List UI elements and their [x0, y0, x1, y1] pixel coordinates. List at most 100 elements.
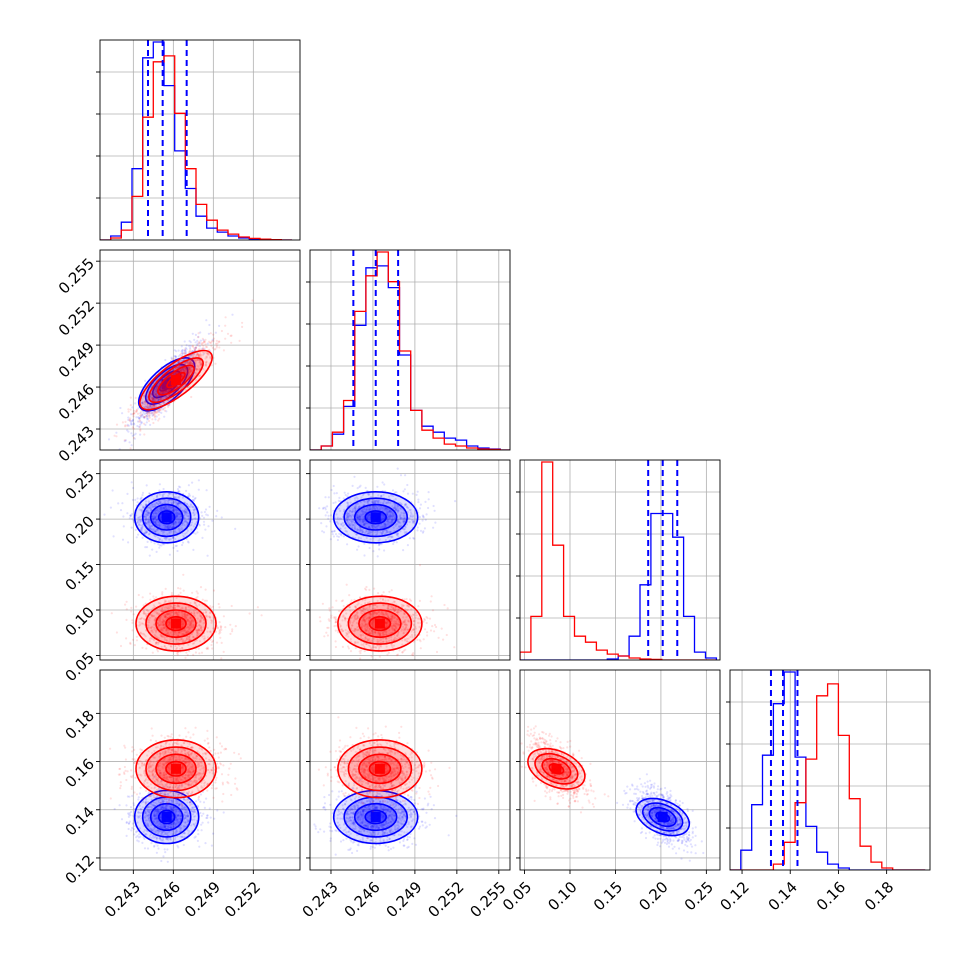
scatter-p0-p2-pt-1-233 — [145, 647, 148, 650]
scatter-p0-p1-pt-1-118 — [153, 404, 156, 407]
scatter-p0-p1-pt-1-247 — [147, 404, 150, 407]
scatter-p0-p2-pt-0-764 — [162, 487, 165, 491]
scatter-p0-p1-pt-1-162 — [184, 369, 187, 372]
scatter-p0-p1-pt-1-201 — [161, 391, 164, 394]
scatter-p0-p1-pt-1-45 — [152, 409, 155, 412]
scatter-p0-p1-pt-1-445 — [165, 395, 168, 398]
scatter-p0-p1-pt-1-28 — [192, 363, 195, 366]
scatter-p0-p1-pt-0-85 — [211, 338, 214, 341]
scatter-p0-p1-pt-1-223 — [121, 421, 124, 424]
scatter-p1-p2-pt-0-690 — [427, 498, 430, 501]
scatter-p0-p1-pt-1-735 — [156, 410, 159, 413]
scatter-p0-p1-pt-1-144 — [163, 387, 166, 390]
scatter-p0-p1-pt-0-718 — [189, 366, 192, 369]
scatter-p0-p2-pt-1-538 — [205, 599, 208, 602]
scatter-p1-p2-pt-1-139 — [363, 650, 366, 653]
scatter-p0-p1-pt-1-38 — [200, 343, 203, 346]
scatter-p1-p2-pt-1-232 — [453, 646, 456, 649]
scatter-p0-p1-pt-1-169 — [197, 353, 200, 356]
scatter-p0-p1-pt-0-39 — [164, 390, 168, 393]
scatter-p0-p1-pt-0-191 — [167, 389, 170, 392]
scatter-p0-p1-pt-1-52 — [210, 344, 213, 347]
scatter-p0-p1-pt-1-527 — [196, 358, 199, 361]
scatter-p0-p2-pt-0-683 — [150, 540, 153, 544]
scatter-p0-p1-pt-1-134 — [196, 353, 199, 356]
scatter-p1-p2-pt-0-513 — [372, 550, 375, 553]
scatter-p0-p1-pt-1-876 — [138, 425, 142, 428]
scatter-p0-p1-pt-1-469 — [189, 369, 192, 372]
scatter-p0-p1-pt-1-692 — [198, 355, 201, 358]
scatter-p0-p1-pt-1-647 — [146, 403, 149, 406]
scatter-p1-p2-pt-0-182 — [331, 530, 334, 533]
scatter-p0-p1-pt-1-125 — [149, 411, 152, 415]
scatter-p0-p1-pt-1-295 — [162, 382, 165, 385]
scatter-p0-p1-pt-1-64 — [115, 423, 119, 426]
scatter-p0-p1-pt-1-430 — [153, 416, 156, 419]
scatter-p0-p1-pt-1-863 — [152, 403, 156, 406]
scatter-p0-p1-pt-0-418 — [181, 352, 184, 355]
scatter-p0-p1-pt-1-793 — [214, 362, 217, 365]
scatter-p1-p2-pt-0-743 — [404, 474, 407, 477]
scatter-p0-p1-pt-1-457 — [163, 390, 166, 393]
scatter-p0-p1-pt-1-808 — [197, 368, 200, 371]
scatter-p0-p1-pt-1-824 — [154, 393, 157, 397]
scatter-p0-p2-pt-1-838 — [218, 606, 221, 609]
scatter-p0-p1-pt-0-894 — [187, 373, 190, 377]
scatter-p0-p2-pt-0-161 — [151, 548, 154, 551]
scatter-p1-p2-pt-0-464 — [326, 511, 329, 514]
scatter-p0-p1-pt-0-818 — [187, 373, 190, 376]
scatter-p0-p1-pt-1-653 — [129, 408, 132, 411]
scatter-p0-p1-pt-0-215 — [188, 366, 191, 370]
scatter-p0-p2-pt-0-554 — [211, 519, 214, 522]
scatter-p0-p1-pt-0-530 — [177, 349, 180, 352]
scatter-p0-p2-pt-0-368 — [201, 514, 204, 518]
scatter-p0-p1-pt-1-757 — [161, 389, 164, 392]
scatter-p0-p1-pt-1-224 — [159, 398, 162, 401]
scatter-p1-p2-pt-0-646 — [399, 474, 403, 477]
scatter-p0-p2-pt-0-5 — [158, 483, 161, 486]
scatter-p0-p1-pt-1-53 — [151, 398, 154, 401]
scatter-p0-p1-pt-1-444 — [222, 349, 225, 352]
scatter-p0-p1-pt-1-759 — [165, 389, 168, 392]
scatter-p0-p1-pt-1-894 — [230, 341, 233, 344]
scatter-p1-p2-pt-0-271 — [432, 504, 435, 508]
scatter-p0-p1-pt-1-467 — [198, 354, 201, 357]
scatter-p0-p1-pt-1-887 — [162, 388, 165, 391]
scatter-p0-p1-pt-0-268 — [141, 402, 144, 405]
scatter-p1-p2-pt-0-801 — [320, 522, 323, 525]
scatter-p1-p2-pt-0-617 — [395, 541, 398, 544]
scatter-p0-p1-pt-1-157 — [163, 401, 166, 404]
scatter-p0-p2-pt-1-636 — [179, 591, 182, 594]
scatter-p0-p1-pt-1-845 — [148, 413, 151, 417]
scatter-p0-p1-pt-1-141 — [192, 360, 196, 363]
scatter-p0-p1-pt-1-850 — [180, 352, 183, 355]
scatter-p0-p1-pt-0-111 — [200, 363, 203, 366]
scatter-p1-p2-pt-0-238 — [416, 529, 419, 532]
scatter-p0-p2-pt-0-13 — [202, 520, 206, 523]
scatter-p0-p1-pt-1-30 — [204, 338, 207, 341]
scatter-p0-p1-pt-1-574 — [143, 396, 146, 399]
scatter-p0-p1-pt-0-544 — [181, 349, 184, 352]
scatter-p1-p2-pt-1-290 — [370, 655, 373, 658]
scatter-p0-p2-pt-1-384 — [115, 631, 118, 634]
scatter-p1-p2-pt-0-401 — [424, 518, 427, 521]
scatter-p1-p2-pt-1-254 — [422, 638, 425, 641]
scatter-p0-p1-pt-1-814 — [164, 386, 167, 389]
scatter-p0-p1-pt-1-90 — [164, 389, 167, 392]
scatter-p0-p1-pt-0-243 — [178, 353, 182, 357]
scatter-p0-p1-pt-1-178 — [146, 410, 149, 414]
scatter-p0-p1-pt-0-275 — [180, 350, 183, 353]
scatter-p0-p1-pt-0-803 — [149, 404, 152, 407]
scatter-p0-p1-pt-0-469 — [155, 415, 158, 418]
scatter-p0-p1-pt-1-301 — [143, 433, 146, 436]
scatter-p0-p1-pt-1-285 — [251, 299, 254, 302]
scatter-p1-p2-pt-0-802 — [383, 483, 386, 486]
scatter-p0-p2-pt-1-22 — [231, 628, 234, 631]
scatter-p0-p1-pt-1-657 — [139, 414, 142, 417]
scatter-p0-p1-pt-1-710 — [216, 342, 219, 345]
scatter-p0-p1-pt-1-374 — [151, 397, 154, 400]
scatter-p1-p2-pt-0-118 — [406, 544, 409, 547]
scatter-p0-p1-pt-0-723 — [138, 417, 141, 420]
scatter-p0-p1-pt-1-765 — [162, 407, 165, 410]
scatter-p0-p1-pt-1-396 — [188, 361, 191, 364]
